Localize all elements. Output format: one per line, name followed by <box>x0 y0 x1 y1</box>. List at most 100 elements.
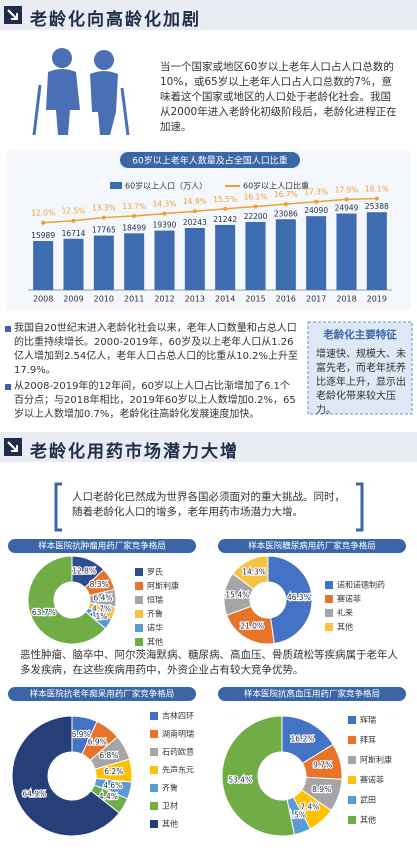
slice-label: 8.9% <box>312 785 331 794</box>
line-point <box>344 197 349 202</box>
line-value-label: 16.7% <box>274 190 298 199</box>
legend-label: 其他 <box>360 815 376 825</box>
bar-value-label: 24090 <box>304 206 328 215</box>
bar <box>366 212 387 290</box>
bullet-mark <box>5 384 11 390</box>
legend-label: 诺华 <box>147 623 163 633</box>
bullet-mark <box>5 326 11 332</box>
legend-swatch <box>325 609 333 617</box>
legend-swatch <box>150 784 158 792</box>
line-point <box>223 206 228 211</box>
slice-label: 6.9% <box>71 730 90 739</box>
bar-value-label: 19390 <box>153 221 177 230</box>
legend-swatch <box>135 610 143 618</box>
line-value-label: 18.1% <box>365 185 389 194</box>
bar-value-label: 21242 <box>213 215 237 224</box>
legend-label: 60岁以上人口比重 <box>243 181 309 191</box>
slice-label: 6.4% <box>93 594 112 603</box>
legend-label: 吉林四环 <box>162 711 194 721</box>
header-band <box>0 0 417 30</box>
legend-swatch <box>348 816 356 824</box>
elderly-icon <box>32 48 130 136</box>
slice-label: 4.5% <box>287 810 306 819</box>
legend-swatch <box>348 756 356 764</box>
legend-swatch <box>325 581 333 589</box>
intro-text: 当一个国家或地区60岁以上老年人口占人口总数的10%，或65岁以上老年人口占人口… <box>160 61 397 133</box>
legend-swatch <box>150 802 158 810</box>
x-tick-label: 2010 <box>94 295 114 304</box>
legend-label: 其他 <box>337 622 353 632</box>
line-value-label: 14.9% <box>183 197 207 206</box>
legend-label: 辉瑞 <box>360 715 376 725</box>
x-tick-label: 2009 <box>63 295 83 304</box>
slice-label: 6.8% <box>99 751 118 760</box>
slice-label: 16.2% <box>291 734 315 743</box>
slice-label: 4.6% <box>103 781 122 790</box>
chart-title-band <box>120 152 300 168</box>
line-point <box>101 215 106 220</box>
feature-box <box>307 321 413 415</box>
bar-value-label: 23086 <box>274 209 298 218</box>
legend-label: 诺和诺德制药 <box>337 580 385 590</box>
legend-label: 其他 <box>162 819 178 829</box>
line-point <box>192 209 197 214</box>
legend-label: 恒瑞 <box>147 595 163 605</box>
line-value-label: 17.3% <box>304 188 328 197</box>
line-value-label: 17.9% <box>335 185 359 194</box>
legend-swatch <box>348 776 356 784</box>
legend-swatch <box>135 596 143 604</box>
legend-label: 齐鲁 <box>147 609 163 619</box>
slice-label: 9.7% <box>313 761 332 770</box>
line-value-label: 12.0% <box>31 209 55 218</box>
bar <box>124 233 145 290</box>
chart-title: 样本医院糖尿病用药厂家竞争格局 <box>248 541 376 552</box>
bar <box>63 238 84 290</box>
line-point <box>253 204 258 209</box>
x-tick-label: 2019 <box>367 295 387 304</box>
bar <box>93 235 114 290</box>
slice-label: 63.7% <box>32 608 56 617</box>
legend-swatch <box>150 730 158 738</box>
header-arrow <box>7 441 18 452</box>
legend-label: 湖南明瑞 <box>162 729 194 739</box>
x-tick-label: 2016 <box>276 295 296 304</box>
legend-swatch <box>135 624 143 632</box>
x-tick-label: 2013 <box>185 295 205 304</box>
slice-label: 53.4% <box>228 775 252 784</box>
legend-swatch <box>348 736 356 744</box>
bar-value-label: 15989 <box>31 231 55 240</box>
bar <box>275 219 296 290</box>
line-value-label: 15.5% <box>213 195 237 204</box>
line-value-label: 14.3% <box>153 200 177 209</box>
chart-title: 样本医院抗高血压用药厂家竞争格局 <box>244 689 380 700</box>
legend-swatch <box>150 748 158 756</box>
x-tick-label: 2008 <box>33 295 53 304</box>
bar-value-label: 17765 <box>92 226 116 235</box>
legend-swatch <box>150 766 158 774</box>
legend-label: 拜耳 <box>360 735 376 745</box>
chart-title-band <box>8 539 196 553</box>
slice-label: 14.3% <box>242 567 266 576</box>
line-value-label: 12.5% <box>62 207 86 216</box>
bullet-2: 从2008-2019年的12年间，60岁以上人口占比渐增加了6.1个百分点；与2… <box>14 381 296 420</box>
section-title: 老龄化向高龄化加剧 <box>30 10 201 30</box>
donut-slice <box>267 555 313 645</box>
chart-title: 60岁以上老年人数量及占全国人口比重 <box>132 155 287 167</box>
bar <box>245 221 266 290</box>
legend-label: 卫材 <box>162 801 178 811</box>
feature-title: 老龄化主要特征 <box>323 329 397 341</box>
quote-text: 人口老龄化已然成为世界各国必须面对的重大挑战。同时，随着老龄化人口的增多，老年用… <box>72 491 345 518</box>
feature-text: 增速快、规模大、未富先老，而老年抚养比逐年上升，显示出老龄化带来较大压力。 <box>316 349 406 416</box>
legend-label: 齐鲁 <box>162 783 178 793</box>
donut-slice <box>11 715 120 837</box>
donut-slice <box>27 555 107 645</box>
line-value-label: 13.3% <box>92 204 116 213</box>
bar <box>336 213 357 290</box>
bar <box>184 227 205 290</box>
x-tick-label: 2012 <box>154 295 174 304</box>
legend-label: 武田 <box>360 795 376 805</box>
line-point <box>314 199 319 204</box>
slice-label: 46.3% <box>287 593 311 602</box>
line-point <box>41 220 46 225</box>
